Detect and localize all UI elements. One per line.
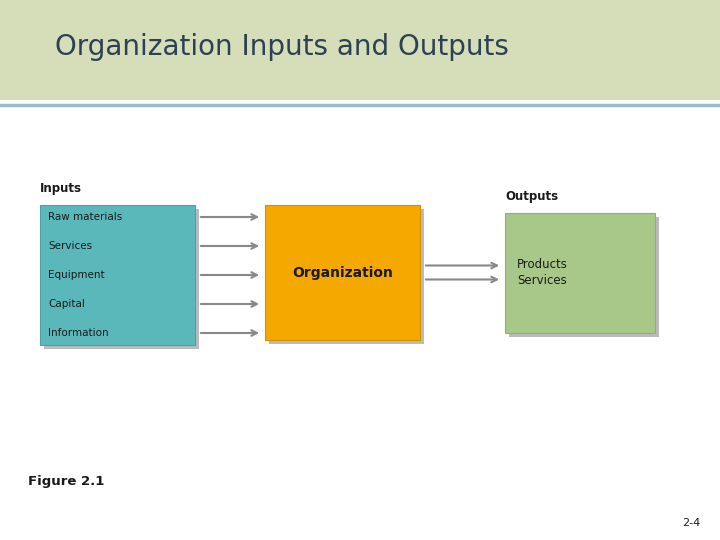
Text: Outputs: Outputs xyxy=(505,190,558,203)
Text: Inputs: Inputs xyxy=(40,182,82,195)
Bar xyxy=(265,205,420,340)
Text: Raw materials: Raw materials xyxy=(48,212,122,222)
Bar xyxy=(40,205,195,345)
Text: Products: Products xyxy=(517,259,568,272)
Text: Services: Services xyxy=(48,241,92,251)
Text: Services: Services xyxy=(517,274,567,287)
Text: Organization: Organization xyxy=(292,266,393,280)
Text: Equipment: Equipment xyxy=(48,270,104,280)
Bar xyxy=(505,213,655,333)
Text: Organization Inputs and Outputs: Organization Inputs and Outputs xyxy=(55,33,509,61)
Text: Capital: Capital xyxy=(48,299,85,309)
Bar xyxy=(509,217,659,337)
Text: Information: Information xyxy=(48,328,109,338)
Bar xyxy=(0,0,720,100)
Text: Figure 2.1: Figure 2.1 xyxy=(28,475,104,488)
Bar xyxy=(44,209,199,349)
Bar xyxy=(269,209,424,344)
Text: 2-4: 2-4 xyxy=(682,518,700,528)
